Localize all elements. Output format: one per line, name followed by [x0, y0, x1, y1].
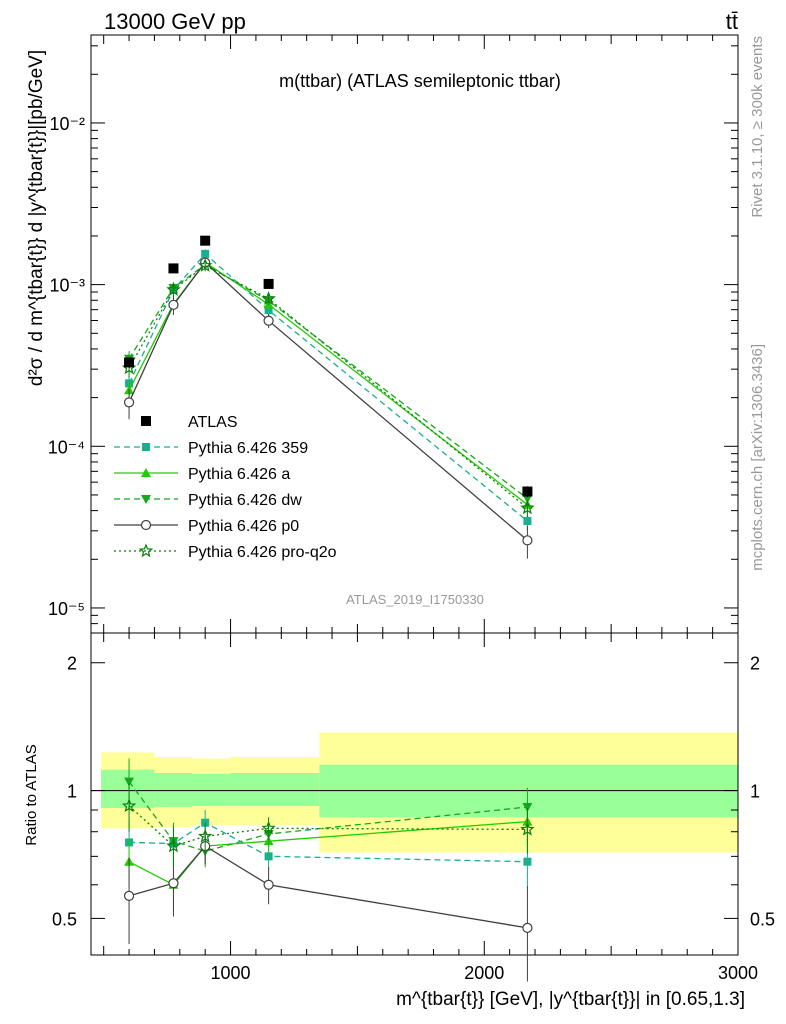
legend-entry-p359: Pythia 6.426 359 [114, 440, 308, 457]
process-label: tt̄ [726, 9, 738, 34]
ratio-panel: 0.5 0.5 1 1 2 2 1000 2000 3000 Ratio to ATLAS m^… [23, 632, 775, 1010]
chart-title: m(ttbar) (ATLAS semileptonic ttbar) [279, 71, 561, 91]
marker-p359 [201, 249, 210, 258]
marker-pp0 [168, 299, 179, 310]
ratio-marker-p359 [264, 852, 273, 861]
energy-label: 13000 GeV pp [104, 9, 246, 34]
legend-label-p359: Pythia 6.426 359 [188, 440, 308, 457]
ratio-y-tick-label-right: 0.5 [750, 909, 775, 929]
series-pp0 [123, 257, 533, 559]
legend-marker-pp0 [140, 519, 152, 531]
ratio-marker-pp0 [263, 879, 274, 890]
ratio-y-tick-label: 2 [67, 654, 77, 674]
marker-p359 [523, 517, 532, 526]
marker-pq2o [520, 500, 535, 515]
ratio-y-tick-label: 1 [67, 782, 77, 802]
marker-pq2o [197, 258, 213, 272]
ratio-series-layer [121, 758, 535, 982]
legend-entry-pp0: Pythia 6.426 p0 [114, 518, 299, 535]
x-tick-label: 2000 [464, 963, 504, 983]
legend-label-pdw: Pythia 6.426 dw [188, 492, 302, 509]
ratio-y-tick-label: 0.5 [52, 909, 77, 929]
main-y-tick-label: 10⁻³ [49, 276, 85, 296]
marker-atlas [124, 357, 135, 368]
ratio-y-tick-label-right: 1 [750, 782, 760, 802]
legend-label-pq2o: Pythia 6.426 pro-q2o [188, 544, 337, 561]
marker-atlas [168, 263, 179, 274]
series-pdw [124, 259, 533, 507]
main-panel: 10⁻⁵ 10⁻⁴ 10⁻³ 10⁻² m(ttbar) (ATLAS semilep… [26, 34, 739, 634]
ratio-marker-pdw [124, 777, 135, 787]
series-line-pdw [128, 263, 528, 500]
series-line-pq2o [128, 264, 528, 509]
ratio-series-pq2o [121, 783, 535, 868]
main-y-tick-label: 10⁻⁵ [48, 599, 85, 619]
uncertainty-band-inner [230, 772, 320, 806]
ratio-axis-ticks: 0.5 0.5 1 1 2 2 1000 2000 3000 [52, 633, 775, 983]
ratio-y-axis-label: Ratio to ATLAS [23, 744, 40, 845]
legend-marker-pdw [141, 495, 151, 504]
legend-entry-pdw: Pythia 6.426 dw [114, 492, 302, 509]
marker-atlas [522, 486, 533, 497]
marker-pdw [522, 494, 533, 504]
legend-marker-pq2o [138, 543, 154, 558]
main-y-axis-label: d²σ / d m^{tbar{t}} d |y^{tbar{t}}|[pb/G… [26, 50, 47, 386]
ratio-marker-pp0 [522, 922, 533, 933]
series-pa [124, 257, 533, 514]
mcplots-label: mcplots.cern.ch [arXiv:1306.3436] [749, 344, 766, 571]
x-axis-label: m^{tbar{t}} [GeV], |y^{tbar{t}}| in [0.6… [396, 989, 745, 1010]
legend-entry-pq2o: Pythia 6.426 pro-q2o [114, 543, 337, 561]
ratio-marker-pq2o [520, 821, 535, 836]
uncertainty-band-inner [192, 773, 231, 806]
series-atlas [124, 235, 533, 498]
marker-pp0 [522, 535, 533, 546]
x-tick-label: 1000 [211, 963, 251, 983]
legend-marker-p359 [142, 443, 150, 451]
ratio-marker-pp0 [168, 878, 179, 889]
marker-pq2o [261, 291, 276, 305]
ratio-marker-pp0 [123, 890, 135, 901]
marker-pp0 [263, 315, 274, 326]
legend: ATLAS Pythia 6.426 359 Pythia 6.426 a Pythi… [114, 414, 337, 561]
legend-entry-pa: Pythia 6.426 a [114, 466, 290, 483]
legend-marker-atlas [141, 416, 151, 426]
ratio-marker-pq2o [166, 838, 181, 853]
marker-pp0 [123, 397, 135, 408]
main-y-tick-label: 10⁻⁴ [48, 437, 85, 457]
ratio-marker-pq2o [121, 798, 137, 813]
ratio-marker-pdw [522, 802, 533, 812]
legend-marker-pa [141, 468, 151, 477]
ratio-line-pp0 [128, 845, 528, 929]
ratio-panel-frame [90, 632, 739, 956]
series-pq2o [121, 258, 535, 518]
legend-label-pa: Pythia 6.426 a [188, 466, 290, 483]
marker-atlas [263, 278, 274, 289]
x-tick-label: 3000 [718, 963, 758, 983]
legend-entry-atlas: ATLAS [141, 414, 238, 431]
ratio-marker-p359 [523, 857, 532, 866]
marker-p359 [264, 306, 273, 315]
marker-pq2o [166, 282, 181, 296]
main-series-layer [121, 235, 535, 559]
main-axis-ticks: 10⁻⁵ 10⁻⁴ 10⁻³ 10⁻² [48, 35, 739, 634]
legend-label-atlas: ATLAS [188, 414, 238, 431]
series-p359 [125, 249, 532, 530]
ratio-marker-pq2o [197, 828, 213, 843]
legend-label-pp0: Pythia 6.426 p0 [188, 518, 299, 535]
ratio-y-tick-label-right: 2 [750, 654, 760, 674]
ratio-marker-pq2o [261, 820, 276, 835]
marker-atlas [200, 235, 211, 246]
rivet-label: Rivet 3.1.10, ≥ 300k events [749, 36, 766, 218]
main-y-tick-label: 10⁻² [49, 114, 85, 134]
analysis-id-label: ATLAS_2019_I1750330 [346, 592, 484, 607]
uncertainty-band-inner [154, 772, 193, 807]
